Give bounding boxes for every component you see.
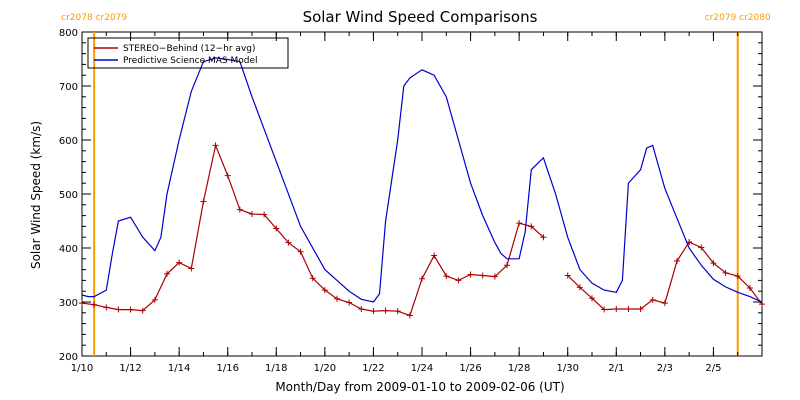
data-point: [358, 306, 365, 313]
data-point: [273, 225, 280, 232]
series-layer: [79, 57, 765, 319]
x-tick-label: 1/18: [265, 363, 287, 374]
series-line-mas-model: [82, 57, 762, 303]
data-point: [224, 172, 231, 179]
x-tick-label: 1/28: [508, 363, 530, 374]
data-point: [200, 198, 207, 205]
data-point: [443, 273, 450, 280]
data-point: [103, 304, 110, 311]
x-tick-label: 2/3: [657, 363, 673, 374]
data-point: [164, 270, 170, 277]
legend-box: [87, 37, 289, 69]
carrington-labels: cr2078 cr2079 cr2079 cr2080: [61, 13, 771, 23]
y-tick-label: 500: [59, 190, 78, 201]
data-point: [528, 223, 535, 230]
legend-label: STEREO−Behind (12−hr avg): [123, 44, 256, 54]
x-axis-title: Month/Day from 2009-01-10 to 2009-02-06 …: [275, 380, 564, 394]
data-point: [309, 275, 316, 282]
data-point: [79, 300, 85, 307]
data-point: [297, 248, 304, 255]
data-point: [261, 211, 268, 218]
data-point: [431, 252, 438, 259]
legend: STEREO−Behind (12−hr avg) Predictive Scie…: [87, 37, 289, 69]
y-tick-label: 800: [59, 28, 78, 39]
data-point: [212, 142, 219, 149]
data-point: [564, 272, 571, 279]
data-point: [674, 257, 680, 264]
data-point: [637, 306, 644, 313]
carrington-marker-label: cr2079 cr2080: [705, 13, 771, 23]
x-tick-label: 2/1: [608, 363, 624, 374]
x-tick-label: 1/16: [216, 363, 238, 374]
legend-label: Predictive Science MAS Model: [123, 56, 258, 66]
data-point: [382, 307, 389, 314]
data-point: [613, 306, 620, 313]
data-point: [625, 306, 632, 313]
y-tick-label: 700: [59, 82, 78, 93]
data-point: [370, 308, 377, 315]
data-point: [91, 301, 98, 308]
data-point: [649, 296, 656, 303]
data-point: [419, 275, 425, 282]
x-tick-label: 1/22: [362, 363, 384, 374]
data-point: [151, 296, 158, 303]
data-point: [576, 284, 583, 291]
data-point: [661, 300, 668, 307]
plot-area: [81, 31, 763, 357]
data-point: [127, 306, 134, 313]
axes: 200 300 400 500 600 700 800 1/10 1/12 1/14 1/16 1/1…: [59, 28, 762, 374]
data-point: [249, 210, 255, 217]
x-tick-label: 1/12: [119, 363, 141, 374]
y-tick-label: 600: [59, 136, 78, 147]
data-point: [601, 306, 608, 313]
x-tick-label: 1/24: [411, 363, 433, 374]
x-tick-label: 1/30: [556, 363, 578, 374]
data-point: [467, 271, 474, 278]
x-tick-label: 2/5: [705, 363, 721, 374]
y-tick-label: 400: [59, 244, 78, 255]
data-point: [516, 220, 523, 227]
data-point: [734, 273, 741, 280]
plot-frame: [81, 31, 763, 357]
data-point: [698, 244, 705, 251]
data-point: [176, 259, 183, 266]
data-point: [115, 306, 122, 313]
data-point: [394, 308, 401, 315]
x-tick-label: 1/14: [168, 363, 190, 374]
data-point: [346, 299, 353, 306]
data-point: [285, 239, 292, 246]
data-point: [236, 206, 243, 213]
data-point: [406, 312, 413, 319]
x-tick-label: 1/10: [71, 363, 93, 374]
x-tick-label: 1/20: [314, 363, 336, 374]
data-point: [139, 307, 146, 314]
data-point: [504, 262, 510, 269]
data-point: [188, 265, 195, 272]
data-point: [455, 277, 462, 284]
carrington-marker-label: cr2078 cr2079: [61, 13, 127, 23]
data-point: [722, 269, 729, 276]
chart-title: Solar Wind Speed Comparisons: [303, 8, 538, 26]
y-tick-label: 200: [59, 352, 78, 363]
data-point: [540, 234, 547, 241]
y-axis-title: Solar Wind Speed (km/s): [29, 121, 43, 269]
data-point: [479, 272, 486, 279]
data-point: [746, 284, 753, 291]
data-point: [321, 287, 328, 294]
data-point: [710, 260, 717, 267]
x-tick-label: 1/26: [459, 363, 481, 374]
data-point: [491, 273, 498, 280]
y-tick-label: 300: [59, 298, 78, 309]
data-point: [589, 295, 595, 302]
data-point: [334, 295, 340, 302]
